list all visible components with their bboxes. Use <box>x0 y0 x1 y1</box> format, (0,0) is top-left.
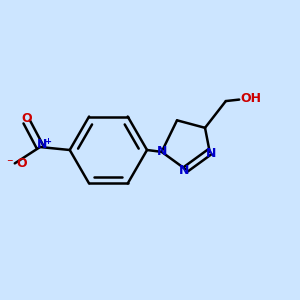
Text: N: N <box>179 164 189 177</box>
Text: OH: OH <box>241 92 262 105</box>
Text: O: O <box>16 157 27 170</box>
Text: N: N <box>37 138 48 151</box>
Text: O: O <box>21 112 32 125</box>
Text: ⁻: ⁻ <box>7 157 13 170</box>
Text: N: N <box>206 147 216 160</box>
Text: +: + <box>44 137 51 146</box>
Text: N: N <box>157 146 167 158</box>
